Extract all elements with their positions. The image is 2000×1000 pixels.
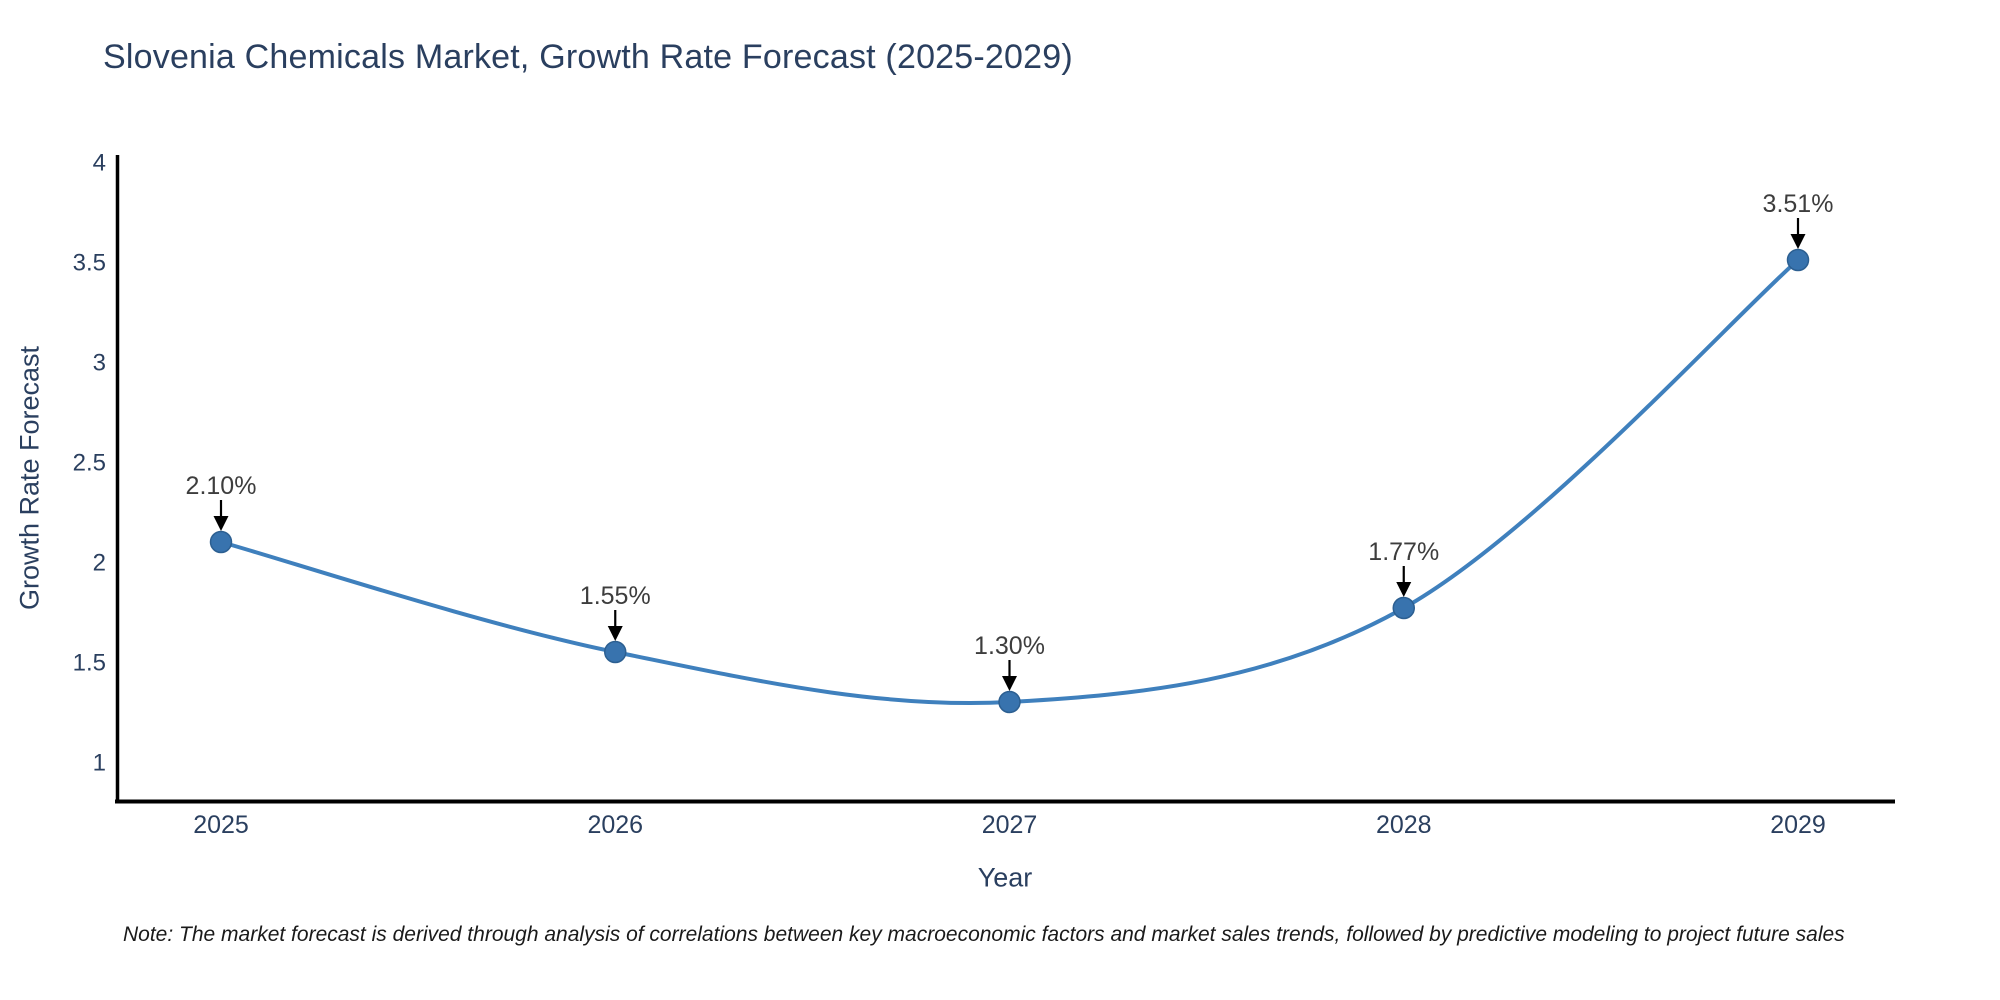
chart-title: Slovenia Chemicals Market, Growth Rate F… <box>103 38 1073 76</box>
y-tick-label: 2.5 <box>73 450 106 477</box>
data-point-marker[interactable] <box>209 530 233 554</box>
y-tick-label: 2 <box>93 550 106 577</box>
annotation-arrowhead-icon <box>213 516 229 531</box>
x-tick-label: 2026 <box>587 811 643 839</box>
x-tick-label: 2029 <box>1770 811 1826 839</box>
y-tick-label: 3.5 <box>73 250 106 277</box>
y-tick-label: 1.5 <box>73 650 106 677</box>
footnote: Note: The market forecast is derived thr… <box>123 923 1845 946</box>
annotation-label: 1.77% <box>1368 538 1439 566</box>
y-tick-label: 4 <box>93 150 106 177</box>
x-tick-label: 2025 <box>193 811 249 839</box>
data-point-marker[interactable] <box>1392 596 1415 620</box>
annotation-arrowhead-icon <box>1790 234 1806 249</box>
data-point-marker[interactable] <box>998 690 1021 714</box>
x-tick-label: 2027 <box>982 811 1038 839</box>
data-point-marker[interactable] <box>604 640 627 664</box>
annotation-arrowhead-icon <box>1396 582 1412 597</box>
annotation-label: 1.55% <box>580 582 651 610</box>
y-tick-label: 1 <box>93 750 106 777</box>
y-axis-title: Growth Rate Forecast <box>14 345 45 611</box>
annotation-label: 2.10% <box>186 472 257 500</box>
x-tick-label: 2028 <box>1376 811 1432 839</box>
x-axis-title: Year <box>977 862 1033 893</box>
annotation-arrowhead-icon <box>1002 676 1017 691</box>
annotation-arrowhead-icon <box>607 626 623 641</box>
annotation-label: 3.51% <box>1763 190 1834 218</box>
y-tick-label: 3 <box>93 350 106 377</box>
data-point-marker[interactable] <box>1786 248 1810 272</box>
annotation-label: 1.30% <box>974 632 1045 660</box>
